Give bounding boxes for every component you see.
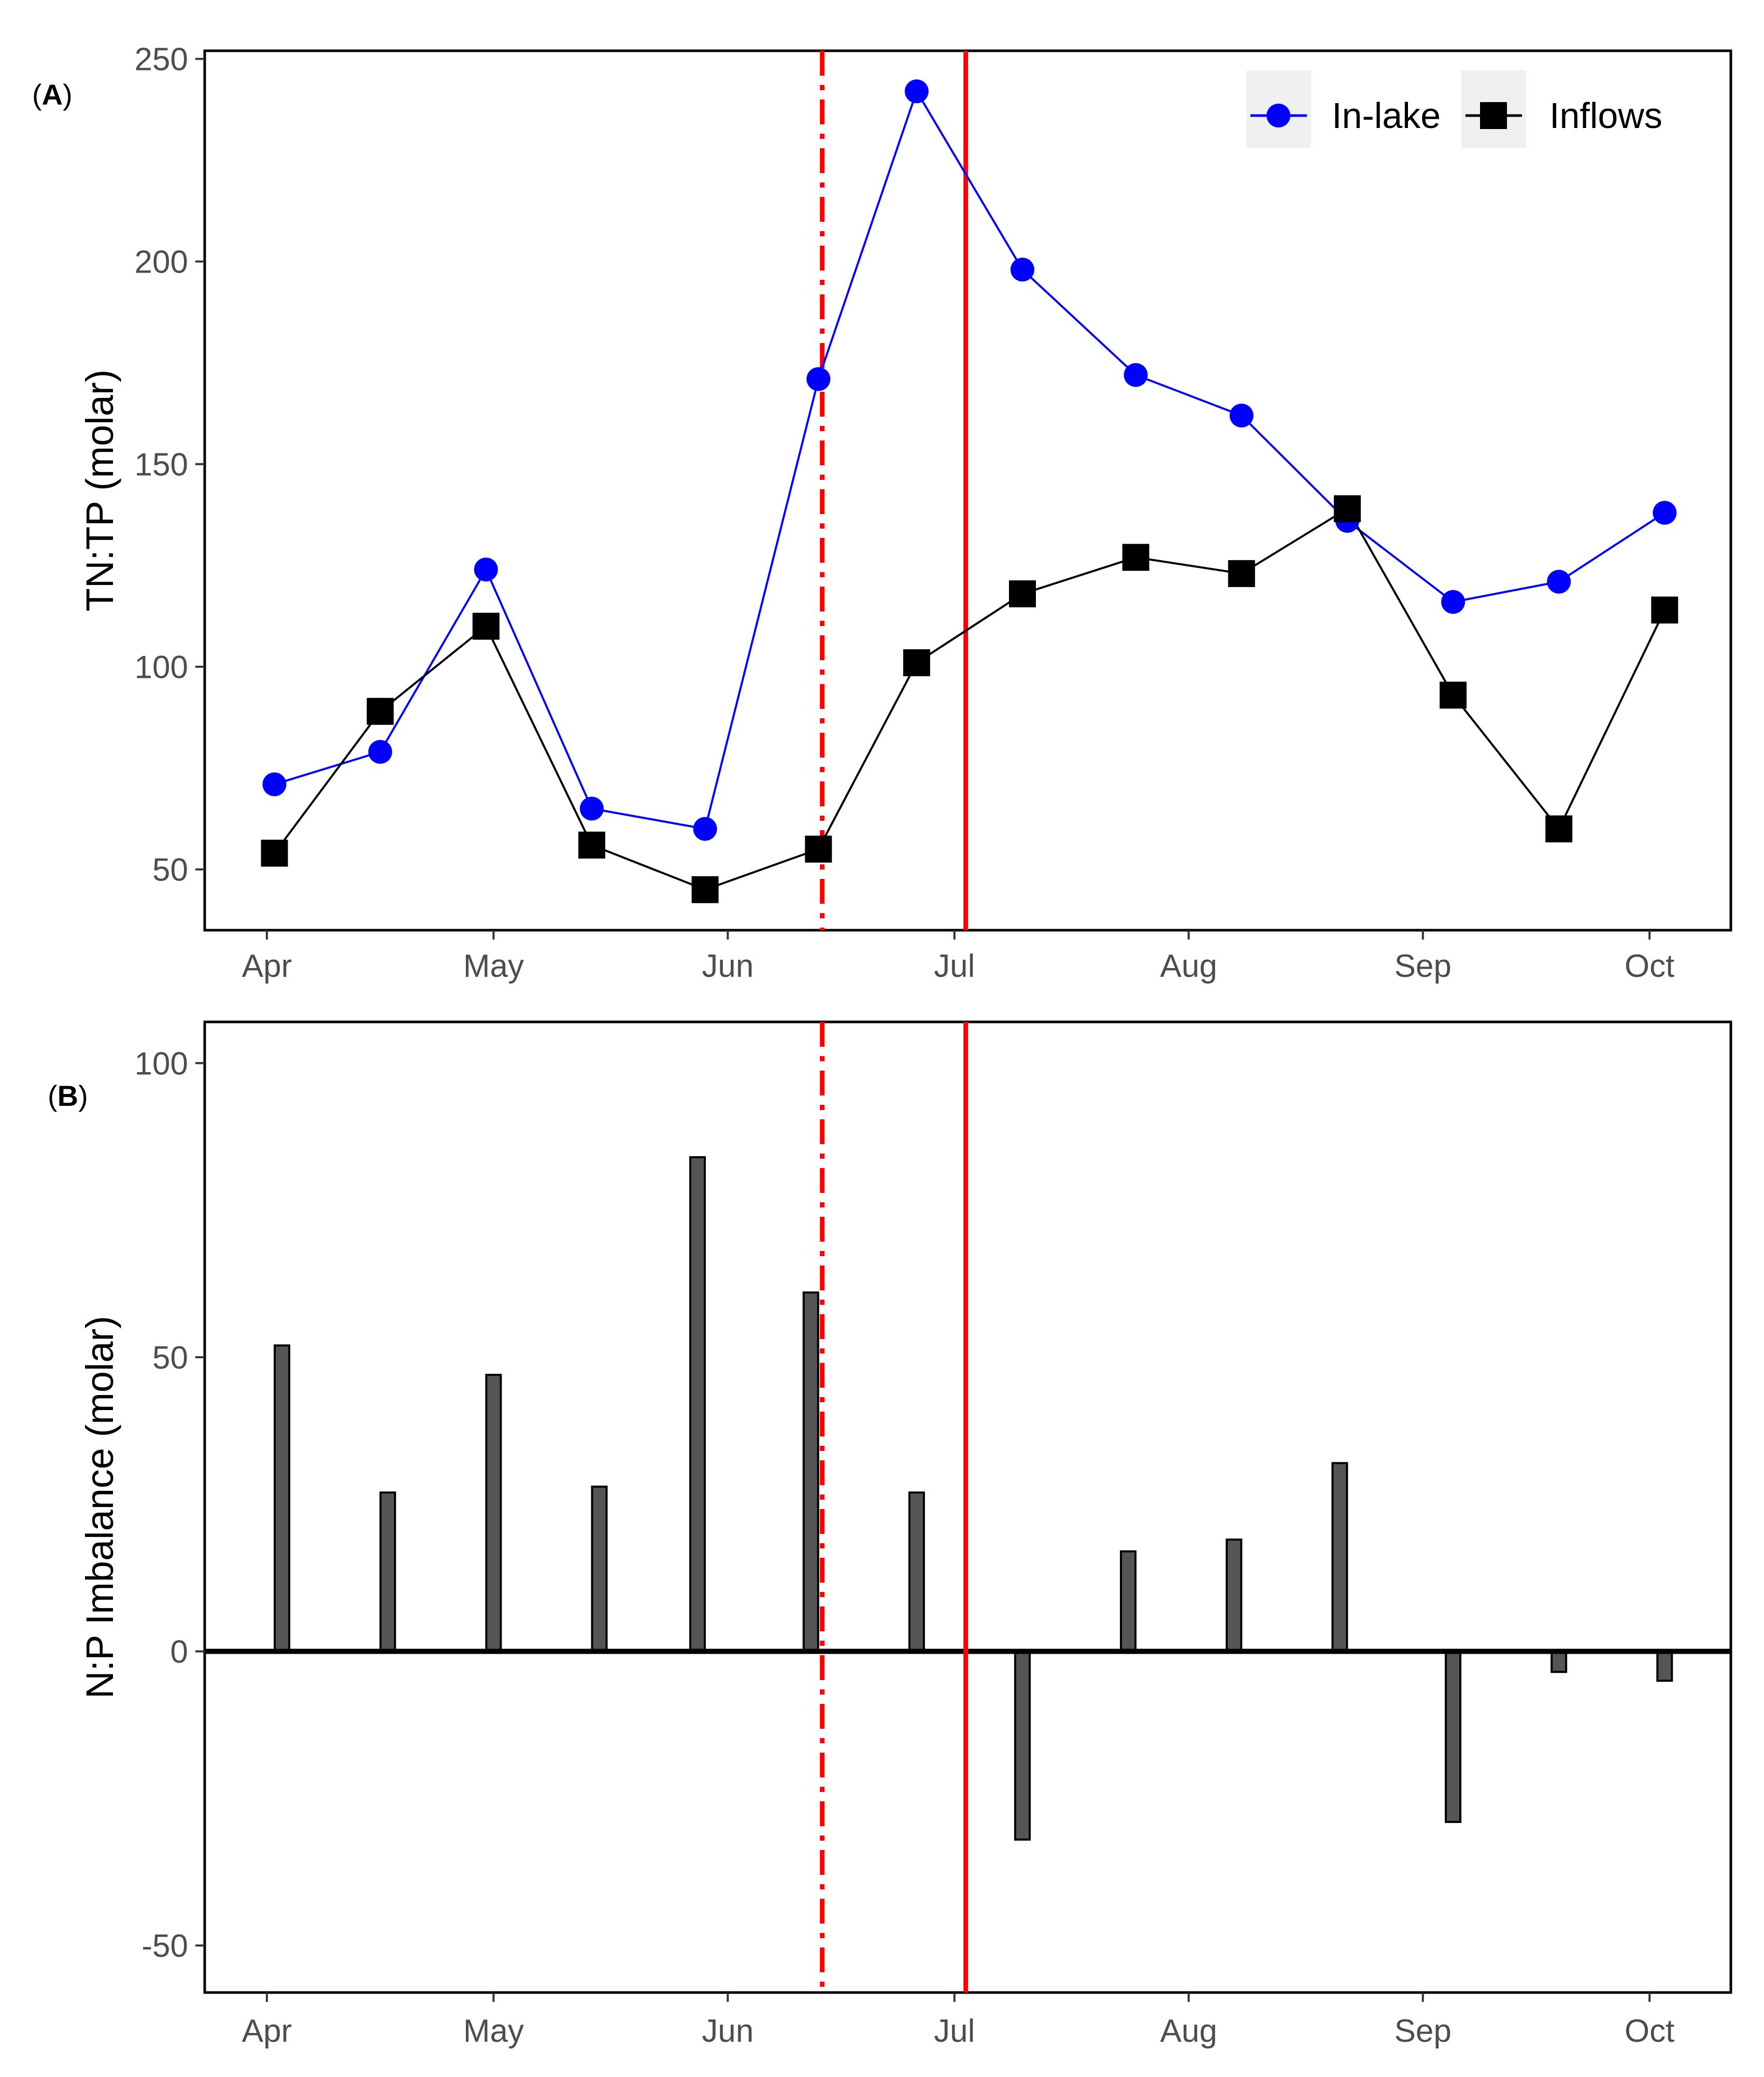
imbalance-bar xyxy=(1226,1538,1243,1653)
series-line-0 xyxy=(274,89,1666,830)
imbalance-bar xyxy=(1550,1650,1568,1673)
inflows-point xyxy=(805,835,832,863)
in-lake-point xyxy=(579,796,604,821)
imbalance-bar xyxy=(591,1485,608,1653)
x-tick-label: Jun xyxy=(702,948,753,984)
inflows-point xyxy=(691,876,719,903)
inflows-point xyxy=(366,698,394,725)
in-lake-point xyxy=(1441,590,1466,614)
imbalance-bar xyxy=(1331,1462,1348,1653)
in-lake-point xyxy=(904,79,929,104)
legend-label: In-lake xyxy=(1332,95,1441,136)
imbalance-bar xyxy=(1120,1550,1137,1653)
imbalance-bar xyxy=(1445,1650,1462,1823)
y-tick-label: 150 xyxy=(135,447,188,483)
x-tick-label: Jul xyxy=(934,948,975,984)
y-tick-label: 50 xyxy=(152,1340,188,1376)
inflows-point xyxy=(903,649,930,676)
imbalance-bar xyxy=(802,1291,819,1653)
y-tick-label: 50 xyxy=(152,852,188,888)
in-lake-point xyxy=(693,817,717,841)
panel-a-label: (A) xyxy=(32,78,73,111)
x-tick-label: Aug xyxy=(1160,2013,1217,2049)
inflows-point xyxy=(1009,580,1036,607)
x-tick-label: Sep xyxy=(1395,948,1452,984)
x-tick-label: Apr xyxy=(242,948,292,984)
inflows-point xyxy=(1545,815,1573,843)
legend-label: Inflows xyxy=(1549,95,1662,136)
x-tick-label: Apr xyxy=(242,2013,292,2049)
in-lake-point xyxy=(1547,570,1571,594)
in-lake-point xyxy=(1011,258,1034,282)
in-lake-point xyxy=(1229,403,1254,428)
imbalance-bar xyxy=(274,1344,291,1653)
imbalance-bar xyxy=(1656,1650,1673,1682)
in-lake-point xyxy=(1123,363,1148,387)
imbalance-bar xyxy=(379,1491,396,1653)
inflows-point xyxy=(1228,560,1255,587)
inflows-point xyxy=(472,613,500,640)
y-tick-label: 200 xyxy=(135,245,188,280)
y-axis-title: N:P Imbalance (molar) xyxy=(78,1316,121,1699)
x-tick-label: Sep xyxy=(1395,2013,1452,2049)
y-tick-label: 100 xyxy=(135,650,188,686)
in-lake-point xyxy=(1653,501,1677,525)
legend: In-lake Inflows xyxy=(1246,70,1662,148)
inflows-point xyxy=(1333,495,1361,522)
x-tick-label: Jul xyxy=(934,2013,975,2049)
inflows-point xyxy=(1440,681,1467,709)
imbalance-bar xyxy=(485,1374,502,1653)
inflows-point xyxy=(261,840,288,867)
series-line-1 xyxy=(273,507,1666,891)
panel-b-imbalance-chart: -50 0 50 100 Apr May Jun Jul Aug Sep Oct N:P Imbala… xyxy=(78,1020,1732,2049)
imbalance-bar xyxy=(1014,1650,1031,1841)
y-axis-title: TN:TP (molar) xyxy=(78,369,121,611)
x-tick-label: Jun xyxy=(702,2013,753,2049)
y-tick-label: 250 xyxy=(135,42,188,78)
inflows-point xyxy=(578,831,605,859)
x-tick-label: May xyxy=(463,2013,524,2049)
panel-b-label: (B) xyxy=(48,1079,88,1112)
imbalance-bar xyxy=(689,1156,706,1653)
y-tick-label: 100 xyxy=(135,1046,188,1082)
y-tick-label: 0 xyxy=(170,1634,188,1670)
panel-a-tntp-chart: 50 100 150 200 250 Apr May Jun Jul Aug Sep Oct TN:TP… xyxy=(78,42,1732,984)
y-tick-label: -50 xyxy=(141,1928,188,1964)
in-lake-point xyxy=(474,557,498,581)
in-lake-point xyxy=(262,772,287,796)
imbalance-bar xyxy=(908,1491,925,1653)
inflows-point xyxy=(1651,596,1678,624)
inflows-point xyxy=(1122,544,1149,571)
legend-key-square xyxy=(1480,102,1507,129)
x-tick-label: Oct xyxy=(1625,2013,1674,2049)
in-lake-point xyxy=(368,739,392,764)
legend-key-circle xyxy=(1267,104,1290,127)
x-tick-label: Oct xyxy=(1625,948,1674,984)
in-lake-point xyxy=(806,367,831,391)
x-tick-label: May xyxy=(463,948,524,984)
x-tick-label: Aug xyxy=(1160,948,1217,984)
